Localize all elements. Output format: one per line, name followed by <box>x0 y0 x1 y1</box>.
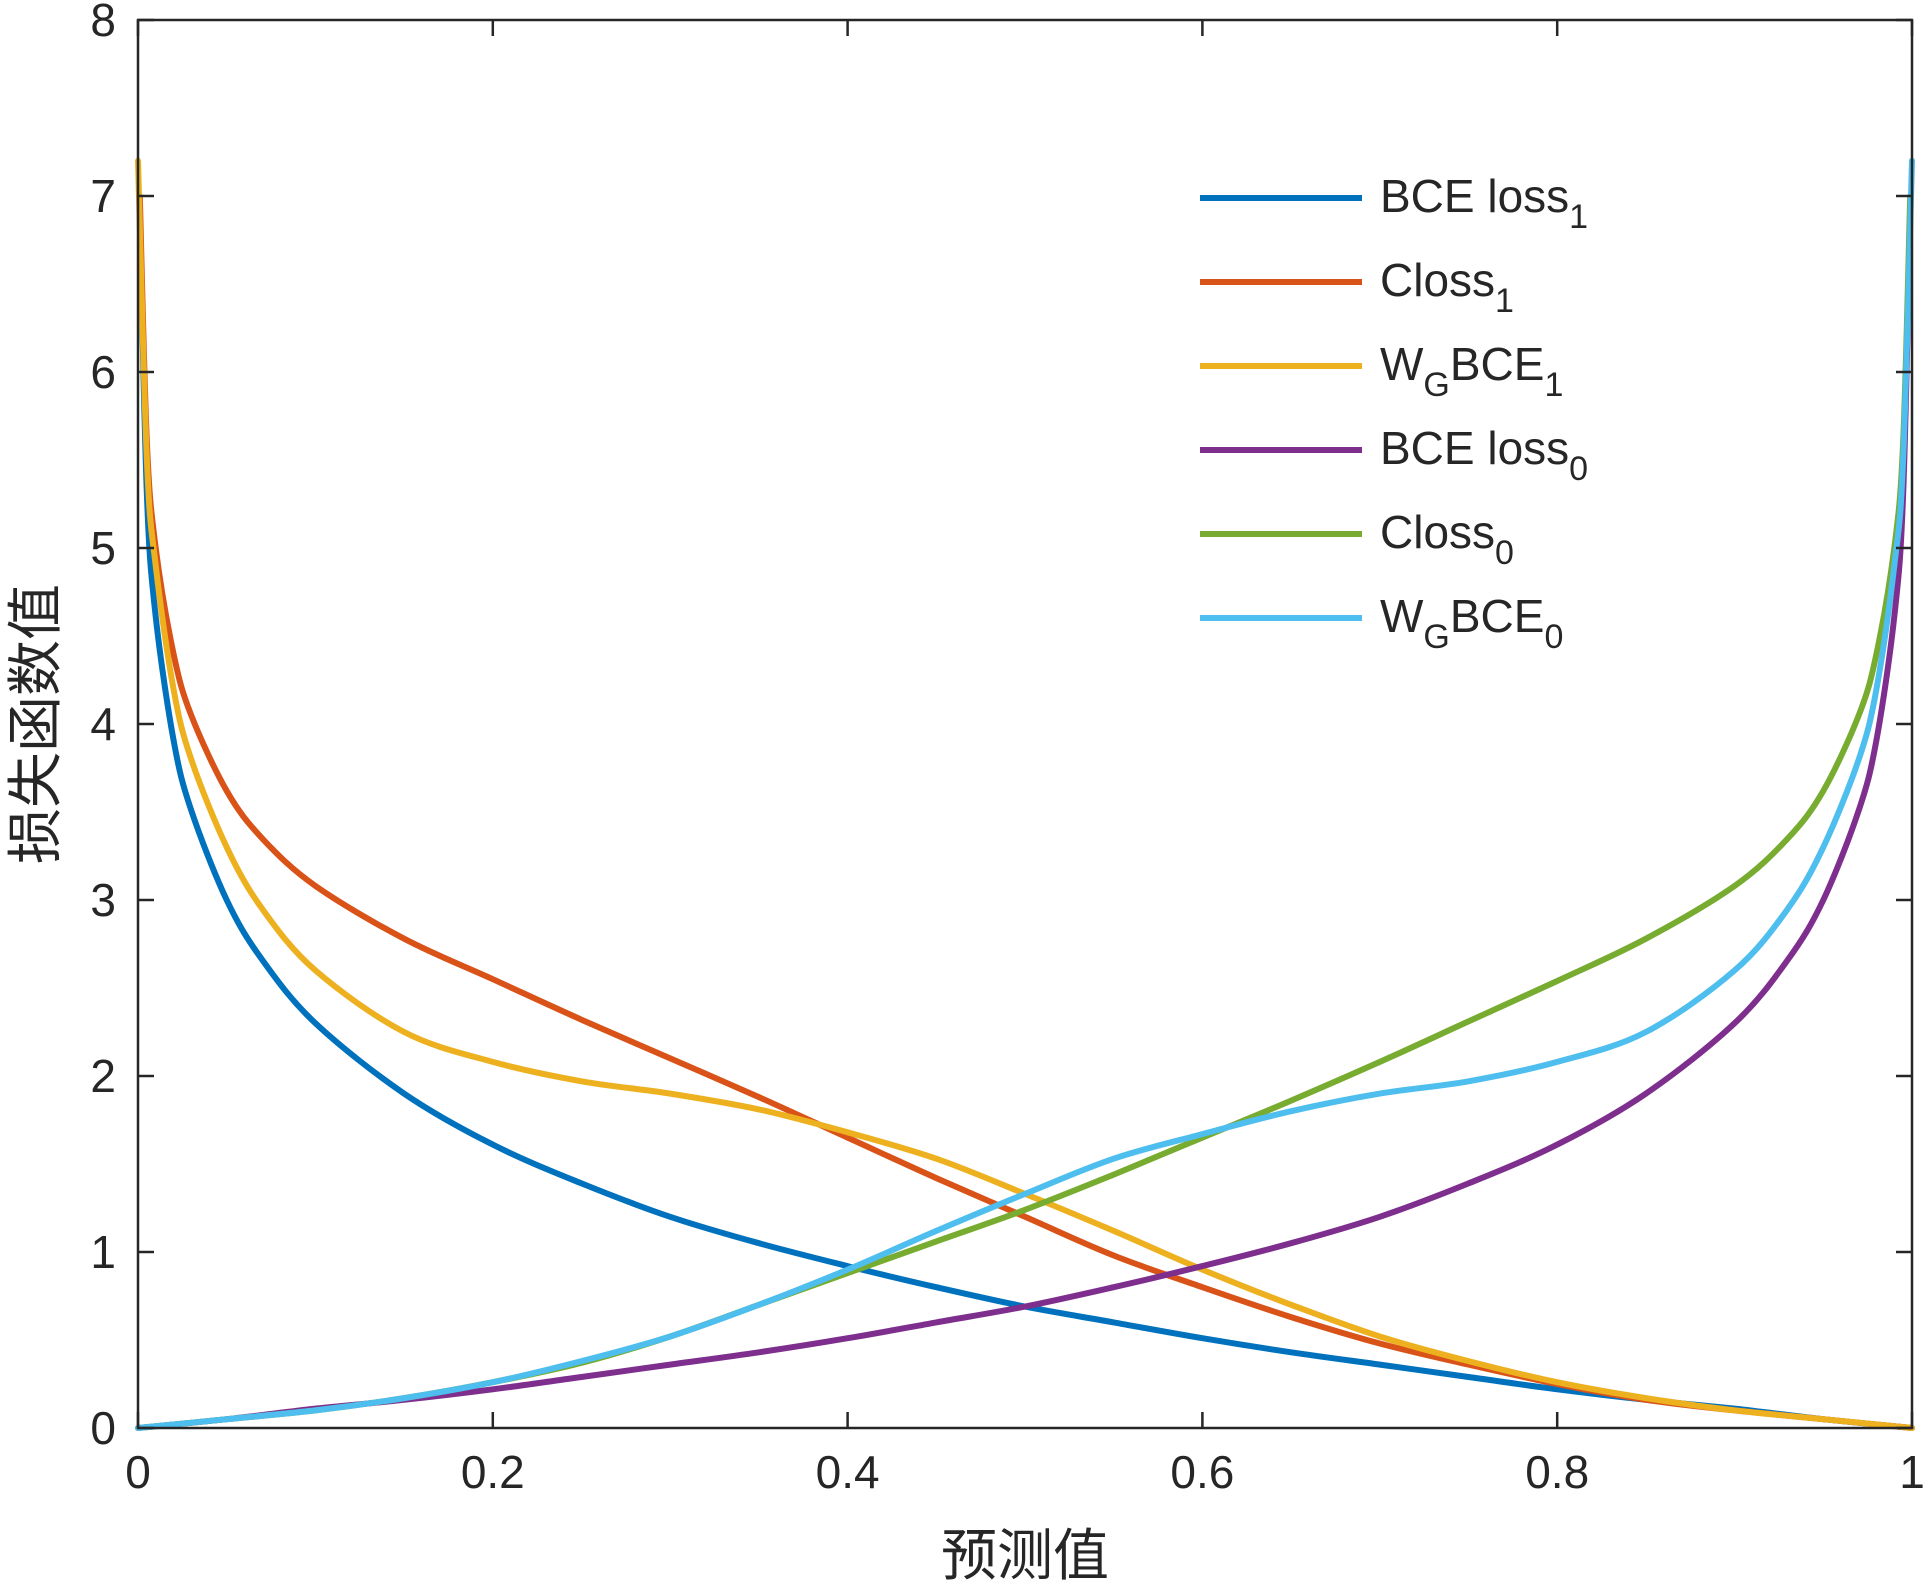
y-axis-label: 损失函数值 <box>4 584 69 864</box>
y-tick-label: 3 <box>90 874 116 926</box>
legend-label-5: WGBCE0 <box>1380 590 1563 656</box>
axis-ticks <box>136 18 1914 1430</box>
series-line-1 <box>136 193 1915 1431</box>
x-tick-label: 1 <box>1899 1446 1925 1498</box>
y-tick-label: 7 <box>90 170 116 222</box>
legend-label-1: Closs1 <box>1380 254 1514 320</box>
y-tick-label: 0 <box>90 1402 116 1454</box>
series-line-4 <box>135 193 1914 1431</box>
legend-label-4: Closs0 <box>1380 506 1514 572</box>
y-tick-label: 4 <box>90 698 116 750</box>
series-lines <box>135 157 1915 1431</box>
x-tick-label: 0.2 <box>461 1446 525 1498</box>
y-tick-label: 8 <box>90 0 116 46</box>
x-tick-label: 0 <box>125 1446 151 1498</box>
series-line-2 <box>135 157 1915 1431</box>
x-axis-label: 预测值 <box>941 1524 1109 1589</box>
legend-label-0: BCE loss1 <box>1380 170 1588 236</box>
legend-label-3: BCE loss0 <box>1380 422 1588 488</box>
axis-tick-labels: 0 0.2 0.4 0.6 0.8 1 0 1 2 3 4 5 6 7 8 <box>90 0 1924 1498</box>
x-tick-label: 0.6 <box>1170 1446 1234 1498</box>
series-line-5 <box>135 157 1915 1431</box>
y-tick-label: 6 <box>90 346 116 398</box>
series-line-3 <box>135 208 1914 1431</box>
x-tick-label: 0.8 <box>1525 1446 1589 1498</box>
y-tick-label: 1 <box>90 1226 116 1278</box>
x-tick-label: 0.4 <box>816 1446 880 1498</box>
legend-label-2: WGBCE1 <box>1380 338 1563 404</box>
legend: BCE loss1 Closs1 WGBCE1 BCE loss0 Closs0 WGBC… <box>1200 170 1588 656</box>
y-tick-label: 5 <box>90 522 116 574</box>
series-line-0 <box>136 208 1915 1431</box>
y-tick-label: 2 <box>90 1050 116 1102</box>
